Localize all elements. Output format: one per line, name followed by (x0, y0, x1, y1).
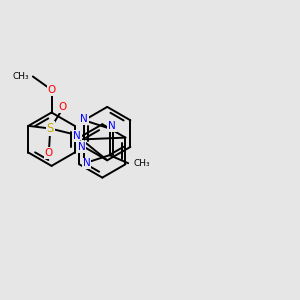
Text: N: N (78, 142, 86, 152)
Text: N: N (83, 158, 91, 168)
Text: N: N (73, 131, 81, 141)
Text: S: S (46, 122, 54, 135)
Text: O: O (45, 148, 53, 158)
Text: O: O (58, 102, 66, 112)
Text: CH₃: CH₃ (12, 72, 29, 81)
Text: O: O (47, 85, 56, 95)
Text: N: N (108, 121, 116, 131)
Text: CH₃: CH₃ (133, 159, 150, 168)
Text: N: N (80, 114, 88, 124)
Text: H: H (79, 140, 85, 149)
